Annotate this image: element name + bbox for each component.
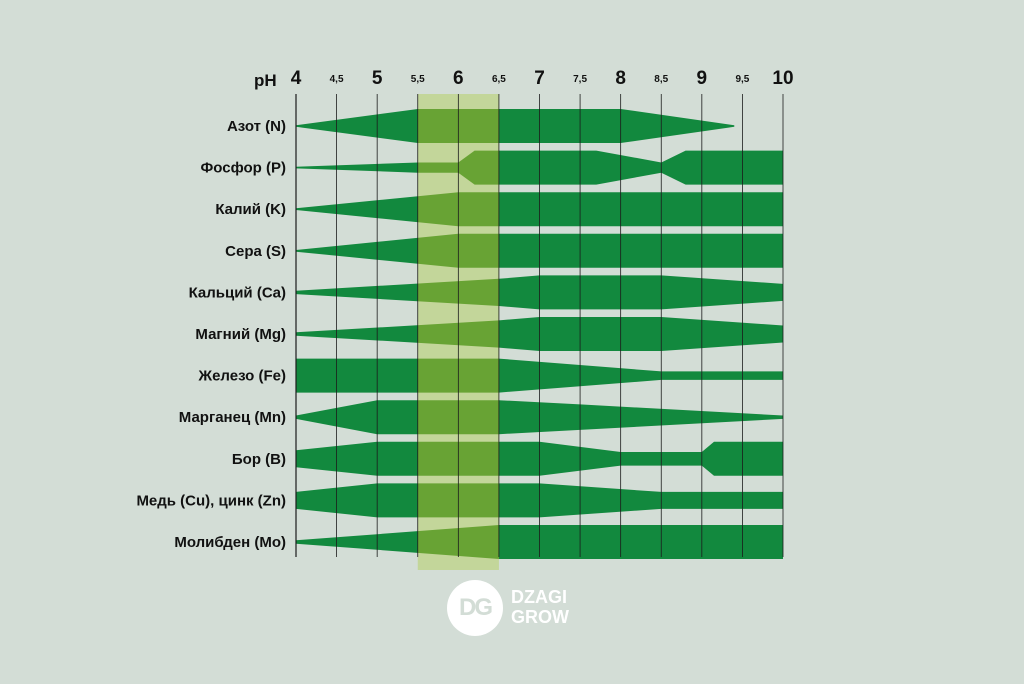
x-tick-label: 6,5 (492, 74, 506, 85)
row-label: Магний (Mg) (195, 326, 286, 343)
row-label: Марганец (Mn) (179, 409, 286, 426)
row-label: Кальций (Ca) (189, 284, 286, 301)
x-tick-label: 8 (615, 68, 626, 89)
logo-wordmark: DZAGI GROW (511, 587, 569, 627)
row-label: Сера (S) (225, 243, 286, 260)
row-label: Медь (Cu), цинк (Zn) (136, 492, 286, 509)
logo-line-2: GROW (511, 607, 569, 627)
row-label: Азот (N) (227, 118, 286, 135)
x-tick-label: 5 (372, 68, 383, 89)
x-tick-label: 6 (453, 68, 464, 89)
x-tick-label: 7 (534, 68, 545, 89)
row-label: Молибден (Mo) (174, 534, 286, 551)
logo-monogram: DG (459, 594, 493, 621)
x-tick-label: 5,5 (411, 74, 425, 85)
x-tick-label: 9 (697, 68, 708, 89)
x-axis-label: pH (254, 71, 277, 90)
row-label: Бор (B) (232, 451, 286, 468)
x-tick-label: 4 (291, 68, 302, 89)
x-tick-label: 4,5 (330, 74, 344, 85)
row-label: Калий (K) (215, 201, 286, 218)
availability-band (296, 109, 735, 143)
dzagi-grow-logo: DG DZAGI GROW (447, 580, 607, 636)
x-tick-label: 10 (772, 68, 793, 89)
logo-badge-icon (447, 580, 503, 636)
row-label: Железо (Fe) (198, 368, 286, 385)
logo-line-1: DZAGI (511, 587, 567, 607)
x-tick-label: 9,5 (735, 74, 749, 85)
row-label: Фосфор (P) (200, 160, 286, 177)
x-tick-label: 7,5 (573, 74, 587, 85)
x-tick-label: 8,5 (654, 74, 668, 85)
